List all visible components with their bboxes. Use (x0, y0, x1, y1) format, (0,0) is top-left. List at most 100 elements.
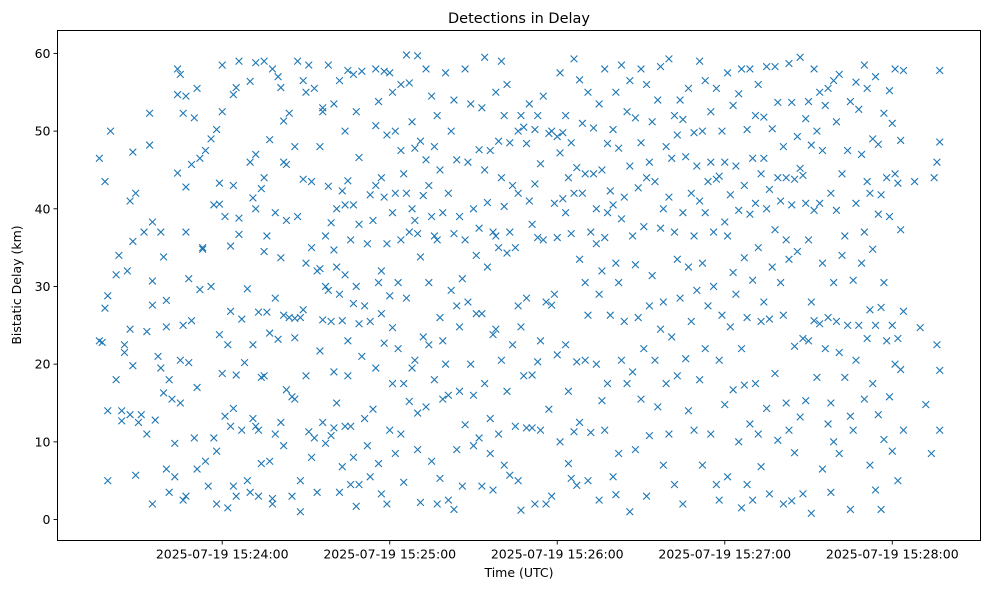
data-point (651, 356, 659, 365)
data-point (877, 303, 885, 312)
data-point (835, 348, 844, 357)
data-point (815, 88, 824, 97)
data-point (441, 69, 450, 77)
data-point (640, 344, 648, 353)
data-point (461, 420, 469, 429)
data-point (935, 138, 944, 146)
data-point (324, 182, 333, 191)
data-point (707, 158, 715, 166)
data-point (430, 375, 439, 384)
data-point (291, 142, 299, 151)
data-point (863, 177, 871, 186)
data-point (279, 441, 288, 450)
data-point (547, 492, 556, 501)
data-point (559, 128, 567, 137)
data-point (383, 500, 391, 508)
data-point (452, 156, 461, 164)
data-point (589, 170, 598, 178)
data-point (662, 142, 670, 151)
data-point (254, 492, 263, 501)
data-point (103, 476, 112, 485)
data-point (232, 83, 240, 92)
data-point (478, 482, 486, 490)
data-point (129, 361, 137, 370)
data-point (240, 358, 249, 367)
data-point (874, 140, 883, 149)
data-point (871, 321, 880, 330)
data-point (653, 403, 662, 411)
data-point (614, 278, 623, 287)
data-point (637, 395, 645, 403)
data-point (413, 445, 422, 454)
data-point (371, 181, 380, 190)
data-point (430, 232, 439, 240)
data-point (570, 55, 578, 63)
data-point (296, 313, 305, 322)
data-point (235, 230, 243, 239)
data-point (371, 121, 380, 130)
data-point (810, 206, 818, 215)
y-tick-label: 0 (43, 512, 51, 527)
data-point (681, 152, 690, 161)
data-point (218, 107, 227, 116)
data-point (765, 315, 774, 323)
data-point (796, 413, 804, 421)
data-point (882, 173, 891, 182)
data-point (469, 441, 478, 450)
data-point (505, 228, 514, 236)
data-point (170, 439, 179, 448)
data-point (413, 229, 422, 238)
data-point (519, 372, 528, 380)
data-point (260, 173, 268, 182)
data-point (659, 461, 668, 469)
data-point (154, 352, 162, 361)
data-point (215, 200, 224, 208)
data-point (461, 236, 469, 244)
data-point (143, 327, 151, 336)
data-point (466, 360, 475, 368)
data-point (221, 412, 229, 420)
data-point (857, 150, 866, 159)
data-point (355, 319, 363, 328)
data-point (112, 375, 120, 384)
data-point (838, 170, 846, 178)
data-point (405, 228, 414, 236)
data-point (860, 61, 869, 69)
data-point (274, 335, 282, 344)
data-point (933, 340, 941, 349)
data-point (522, 139, 531, 148)
data-point (732, 162, 740, 170)
data-point (704, 177, 712, 186)
data-point (304, 61, 313, 69)
data-point (679, 500, 687, 508)
data-point (542, 500, 550, 508)
data-point (787, 201, 796, 209)
data-point (251, 204, 260, 213)
data-point (480, 379, 489, 388)
data-point (159, 253, 168, 261)
data-point (584, 311, 592, 320)
data-point (346, 236, 355, 244)
data-point (388, 323, 397, 332)
data-point (268, 65, 277, 73)
data-point (612, 259, 620, 267)
data-point (427, 92, 436, 100)
data-point (332, 204, 341, 213)
data-point (265, 457, 274, 466)
data-point (441, 360, 450, 368)
data-point (779, 500, 788, 508)
data-point (536, 337, 545, 345)
data-point (226, 422, 235, 431)
data-point (617, 61, 626, 69)
data-point (391, 449, 400, 458)
data-point (561, 208, 570, 217)
data-point (302, 259, 310, 267)
data-point (260, 372, 268, 380)
data-point (469, 204, 478, 213)
data-point (866, 305, 874, 314)
data-point (533, 233, 542, 242)
data-point (762, 62, 771, 71)
data-point (207, 135, 215, 143)
data-point (318, 104, 327, 112)
data-point (483, 198, 492, 207)
